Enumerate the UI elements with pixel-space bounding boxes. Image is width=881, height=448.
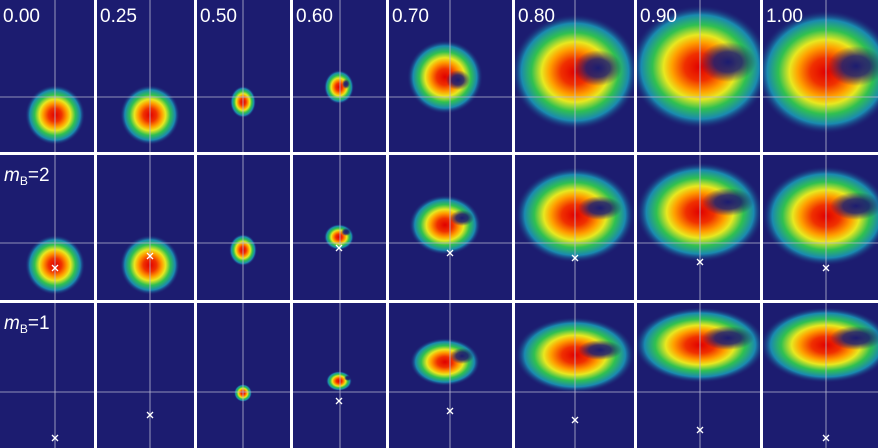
density-hole bbox=[702, 188, 754, 216]
density-hole bbox=[574, 50, 622, 86]
panel bbox=[97, 155, 194, 300]
density-blob bbox=[409, 195, 481, 255]
panel: 0.70 bbox=[389, 0, 512, 152]
panel bbox=[293, 303, 386, 448]
panel bbox=[389, 303, 512, 448]
density-blob bbox=[407, 40, 483, 114]
panel bbox=[197, 303, 290, 448]
column-label: 0.90 bbox=[640, 6, 677, 27]
density-hole bbox=[702, 326, 754, 350]
density-hole bbox=[342, 79, 350, 89]
panel-content bbox=[515, 303, 635, 448]
density-hole bbox=[578, 340, 622, 360]
density-blob bbox=[324, 70, 354, 104]
panel: 0.90 bbox=[630, 0, 770, 152]
panel-content bbox=[762, 155, 881, 300]
column-label: 0.60 bbox=[296, 6, 333, 27]
panel bbox=[760, 303, 881, 448]
panel-content bbox=[197, 303, 290, 448]
row-label-suffix: =1 bbox=[28, 313, 50, 334]
panel: 0.80 bbox=[511, 0, 639, 152]
panel-content bbox=[389, 303, 512, 448]
panel: 0.00 bbox=[0, 0, 94, 152]
column-label: 0.50 bbox=[200, 6, 237, 27]
panel bbox=[97, 303, 194, 448]
row-label-subscript: B bbox=[20, 174, 28, 188]
panel bbox=[389, 155, 512, 300]
panel-bg bbox=[197, 303, 290, 448]
panel-bg bbox=[197, 155, 290, 300]
panel-content bbox=[760, 303, 881, 448]
density-hole bbox=[700, 42, 756, 82]
density-hole bbox=[450, 210, 474, 226]
panel bbox=[636, 155, 764, 300]
density-blob bbox=[324, 224, 354, 250]
panel-content bbox=[634, 303, 766, 448]
panel-content bbox=[636, 155, 764, 300]
panel bbox=[293, 155, 386, 300]
panel bbox=[515, 155, 635, 300]
panel bbox=[515, 303, 635, 448]
panel-content bbox=[97, 303, 194, 448]
panel-bg bbox=[97, 303, 194, 448]
column-label: 0.80 bbox=[518, 6, 555, 27]
panel-content bbox=[197, 155, 290, 300]
panel: 0.25 bbox=[97, 0, 194, 152]
row-label-subscript: B bbox=[20, 322, 28, 336]
column-label: 1.00 bbox=[766, 6, 803, 27]
density-hole bbox=[830, 326, 881, 350]
panel bbox=[197, 155, 290, 300]
density-hole bbox=[830, 192, 881, 220]
figure: 0.000.250.500.600.700.800.901.00mB=2mB=1 bbox=[0, 0, 881, 448]
panel bbox=[762, 155, 881, 300]
panel: 0.50 bbox=[197, 0, 290, 152]
panel-content bbox=[293, 303, 386, 448]
row-label-suffix: =2 bbox=[28, 165, 50, 186]
panel-content bbox=[389, 155, 512, 300]
column-label: 0.25 bbox=[100, 6, 137, 27]
density-hole bbox=[578, 196, 622, 220]
panel bbox=[634, 303, 766, 448]
panel: 0.60 bbox=[293, 0, 386, 152]
panel-content bbox=[97, 155, 194, 300]
panel-content bbox=[293, 155, 386, 300]
density-blob bbox=[326, 371, 352, 391]
density-hole bbox=[450, 348, 474, 364]
panel-content bbox=[515, 155, 635, 300]
density-hole bbox=[344, 375, 352, 381]
density-hole bbox=[341, 228, 351, 236]
row-label-symbol: m bbox=[4, 313, 20, 334]
row-label-symbol: m bbox=[4, 165, 20, 186]
column-label: 0.70 bbox=[392, 6, 429, 27]
column-label: 0.00 bbox=[3, 6, 40, 27]
panel: 1.00 bbox=[756, 0, 881, 152]
